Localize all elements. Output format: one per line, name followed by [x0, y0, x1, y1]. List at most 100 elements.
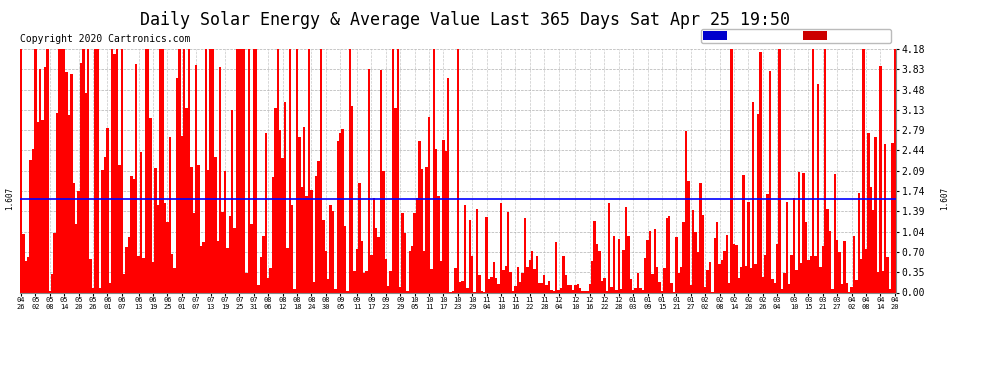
Bar [723, 251, 726, 292]
Bar [313, 282, 315, 292]
Bar [58, 49, 60, 292]
Bar [824, 49, 827, 292]
Bar [574, 285, 577, 292]
Bar [60, 49, 63, 292]
Bar [704, 287, 706, 292]
Bar [293, 290, 296, 292]
Bar [447, 78, 449, 292]
Bar [291, 205, 293, 292]
Bar [148, 49, 149, 292]
Bar [94, 49, 97, 292]
Bar [459, 282, 461, 292]
Bar [855, 280, 857, 292]
Bar [827, 209, 829, 292]
Bar [822, 246, 824, 292]
Bar [747, 202, 749, 292]
Bar [800, 263, 802, 292]
Bar [839, 252, 841, 292]
Bar [658, 282, 660, 292]
Bar [303, 126, 306, 292]
Bar [627, 236, 630, 292]
Bar [815, 256, 817, 292]
Bar [195, 64, 197, 292]
Bar [802, 172, 805, 292]
Bar [510, 272, 512, 292]
Bar [272, 177, 274, 292]
Bar [154, 168, 156, 292]
Bar [156, 205, 159, 292]
Bar [752, 102, 754, 292]
Bar [841, 284, 843, 292]
Text: Copyright 2020 Cartronics.com: Copyright 2020 Cartronics.com [20, 34, 190, 44]
Bar [785, 202, 788, 292]
Bar [766, 194, 768, 292]
Bar [372, 198, 375, 292]
Bar [243, 49, 246, 292]
Bar [315, 176, 318, 292]
Bar [77, 191, 80, 292]
Bar [375, 228, 377, 292]
Bar [428, 117, 431, 292]
Legend: Average  ($), Daily  ($): Average ($), Daily ($) [701, 29, 891, 43]
Bar [697, 252, 699, 292]
Bar [557, 291, 560, 292]
Bar [456, 49, 459, 292]
Bar [63, 49, 65, 292]
Bar [665, 218, 668, 292]
Bar [783, 273, 785, 292]
Bar [668, 216, 670, 292]
Bar [793, 198, 795, 292]
Bar [327, 279, 330, 292]
Bar [706, 270, 709, 292]
Bar [25, 261, 27, 292]
Bar [640, 288, 642, 292]
Bar [246, 273, 248, 292]
Bar [454, 268, 456, 292]
Bar [677, 273, 680, 292]
Text: Daily Solar Energy & Average Value Last 365 Days Sat Apr 25 19:50: Daily Solar Energy & Average Value Last … [141, 11, 790, 29]
Bar [687, 181, 689, 292]
Bar [620, 289, 623, 292]
Bar [151, 262, 154, 292]
Bar [519, 282, 522, 292]
Bar [377, 237, 380, 292]
Bar [719, 264, 721, 292]
Bar [529, 260, 531, 292]
Bar [104, 157, 106, 292]
Bar [370, 255, 372, 292]
Bar [188, 49, 190, 292]
Bar [699, 183, 702, 292]
Bar [788, 284, 790, 292]
Bar [138, 256, 140, 292]
Bar [560, 288, 562, 292]
Bar [733, 244, 736, 292]
Bar [123, 274, 126, 292]
Bar [738, 278, 740, 292]
Bar [567, 285, 569, 292]
Bar [281, 158, 284, 292]
Bar [630, 279, 632, 292]
Bar [663, 268, 665, 292]
Bar [298, 137, 301, 292]
Bar [22, 234, 25, 292]
Bar [133, 179, 135, 292]
Bar [365, 271, 368, 292]
Bar [744, 266, 747, 292]
Bar [135, 64, 138, 292]
Bar [168, 137, 171, 292]
Bar [608, 203, 610, 292]
Bar [656, 267, 658, 292]
Bar [877, 272, 879, 292]
Bar [476, 209, 478, 292]
Bar [464, 206, 466, 292]
Bar [860, 260, 862, 292]
Bar [27, 256, 30, 292]
Bar [891, 143, 894, 292]
Bar [670, 283, 673, 292]
Bar [754, 264, 756, 292]
Bar [20, 49, 22, 292]
Bar [581, 291, 584, 292]
Bar [810, 256, 812, 292]
Bar [886, 256, 889, 292]
Bar [857, 193, 860, 292]
